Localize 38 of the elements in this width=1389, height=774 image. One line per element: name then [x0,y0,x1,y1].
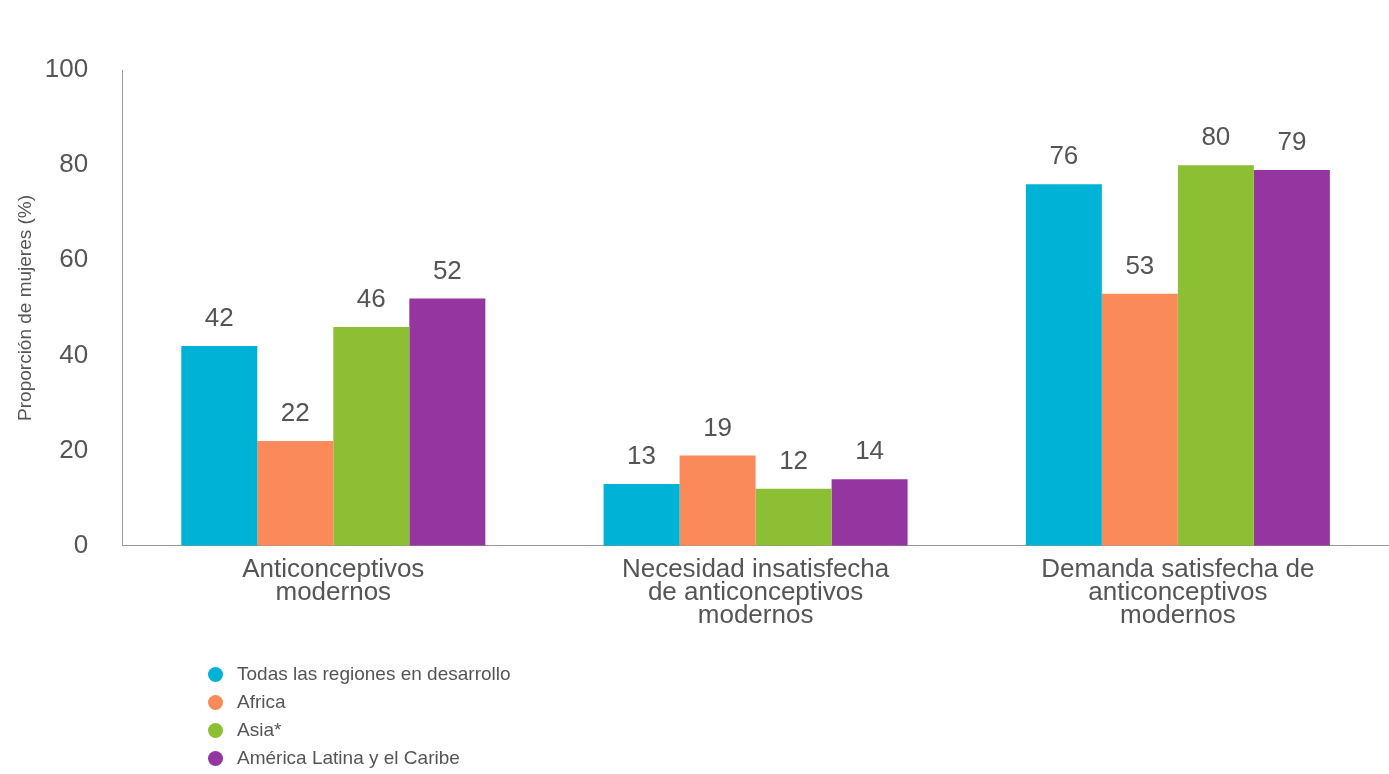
bar [1025,184,1102,546]
bar [1253,169,1330,546]
bar [755,488,832,546]
y-tick-label: 80 [59,148,89,179]
bar [257,441,334,546]
bar [1177,165,1254,546]
y-tick-label: 100 [44,53,89,84]
data-label: 80 [1201,121,1231,152]
legend-label: Asia* [237,719,282,741]
data-label: 76 [1049,140,1079,171]
data-label: 42 [204,302,234,333]
x-tick-label: Anticonceptivos modernos [242,552,425,607]
y-axis-title: Proporción de mujeres (%) [13,194,35,421]
y-tick-label: 20 [59,433,89,464]
y-tick-label: 40 [59,338,89,369]
bar [1101,293,1178,546]
data-label: 53 [1125,249,1155,280]
bar [679,455,756,546]
data-label: 12 [779,444,809,475]
x-tick-label: Necesidad insatisfecha de anticonceptivos modernos [621,552,890,630]
data-label: 79 [1277,126,1307,157]
y-tick-label: 60 [59,243,89,274]
legend-label: Africa [237,691,286,713]
data-label: 46 [356,283,386,314]
data-label: 19 [703,411,733,442]
bar [181,345,258,546]
bar [333,326,410,546]
legend-label: Todas las regiones en desarrollo [237,663,511,685]
bar [603,483,680,546]
y-tick-label: 0 [73,528,89,559]
bar [831,479,908,546]
bar [409,298,486,546]
data-label: 14 [855,435,885,466]
legend-label: América Latina y el Caribe [237,747,460,769]
data-label: 52 [432,254,462,285]
x-tick-label: Demanda satisfecha de anticonceptivos modernos [1041,552,1315,630]
data-label: 13 [627,440,657,471]
data-label: 22 [280,397,310,428]
